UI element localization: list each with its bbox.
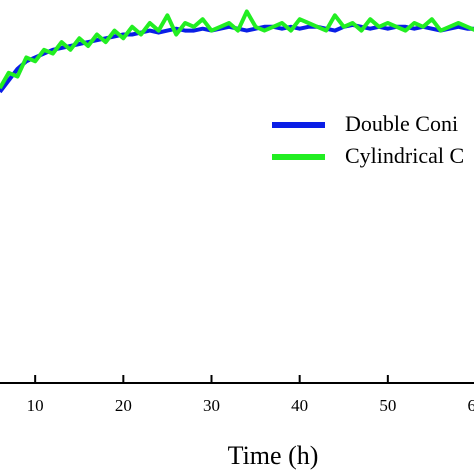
x-tick-label: 60 [468,396,474,415]
x-tick-label: 50 [379,396,396,415]
series-line [0,9,474,90]
x-tick-label: 10 [27,396,44,415]
series-line [0,22,474,94]
x-tick-label: 40 [291,396,308,415]
x-axis-label: Time (h) [228,441,319,470]
x-tick-label: 20 [115,396,132,415]
legend-label: Cylindrical C [345,143,464,168]
legend-label: Double Coni [345,111,458,136]
x-tick-label: 30 [203,396,220,415]
